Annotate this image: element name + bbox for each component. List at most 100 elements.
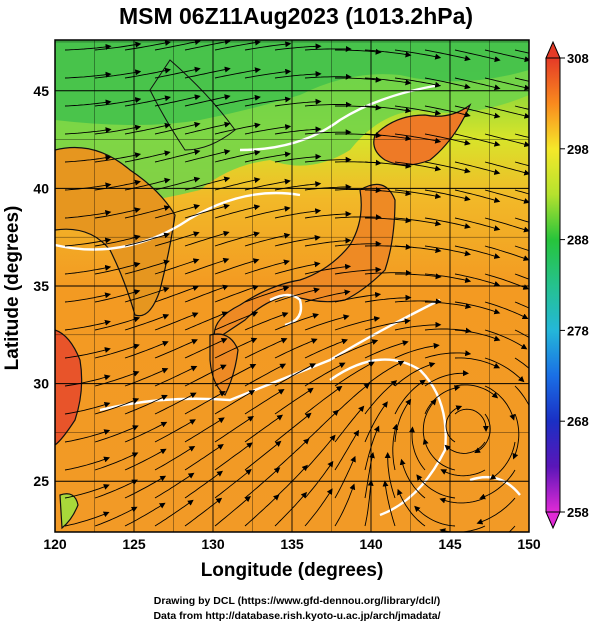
x-tick-label: 130 [201,536,225,552]
streamline [124,286,170,303]
streamline [274,261,321,275]
streamline [274,464,308,499]
streamline [124,40,172,51]
x-tick-label: 140 [359,536,383,552]
streamline [394,161,442,172]
x-axis-ticks: 120 125 130 135 140 145 150 [43,536,541,552]
streamline [304,460,334,499]
streamline [64,456,110,471]
streamline [94,343,140,359]
streamline [124,95,171,107]
streamline [94,398,140,415]
streamline [454,301,501,315]
streamline [214,337,258,359]
streamline [214,67,261,79]
streamline [184,66,231,79]
streamline [424,77,471,90]
streamline [384,452,396,499]
isotherm-contour [99,298,441,412]
streamline [394,379,426,415]
isotherm-contour [269,293,303,327]
streamline [124,205,171,219]
streamline [484,49,529,63]
streamline [94,479,138,499]
streamline [274,363,317,387]
streamline [304,45,352,52]
colorbar-tick-label: 298 [567,142,589,157]
streamline [94,316,141,331]
streamline [214,149,261,163]
streamline [94,234,141,247]
streamline [214,122,261,135]
streamline [489,441,516,480]
streamline [184,94,231,107]
streamline [274,71,322,79]
streamline [454,357,501,369]
streamline [214,284,259,303]
streamline [244,232,291,247]
streamline [94,506,138,527]
streamline [124,448,167,471]
streamline [424,370,469,387]
streamline [244,285,290,303]
streamline [304,434,336,471]
x-axis-label: Longitude (degrees) [201,560,384,581]
streamline [64,43,112,51]
streamline [184,284,229,303]
credit-data: Data from http://database.rish.kyoto-u.a… [153,610,440,622]
streamline [64,319,111,331]
streamline [64,210,112,219]
streamline [124,475,167,499]
streamline [394,189,442,200]
streamline [484,161,529,176]
streamline [274,234,321,247]
streamline [454,273,501,287]
streamline [394,342,440,359]
streamline [392,423,399,471]
streamline [304,338,348,359]
streamline [439,497,486,504]
streamline [444,441,486,454]
streamline [214,415,254,443]
streamline [184,417,225,443]
streamline [484,77,529,91]
streamline [364,161,412,169]
streamline [484,385,516,421]
streamline [364,105,412,114]
streamline [64,264,112,275]
streamline [94,97,142,107]
y-tick-label: 25 [33,473,49,489]
streamline [364,269,412,276]
streamline [274,153,322,163]
streamline [484,329,528,350]
streamline [304,129,352,136]
streamline [214,204,261,219]
streamline [514,133,529,138]
streamline [274,43,322,51]
streamline [365,217,412,224]
streamline [484,189,529,204]
hokkaido-island [373,103,472,166]
streamline [304,314,350,331]
streamline [335,104,382,111]
honshu-island [213,183,396,341]
streamline [124,259,170,275]
streamline [244,494,280,527]
streamline [274,126,322,135]
streamline [334,240,382,247]
streamline [154,94,201,107]
streamline [364,189,412,197]
streamline [334,291,382,303]
x-tick-label: 145 [438,536,462,552]
streamline [304,362,346,387]
streamline [244,440,282,471]
streamline [334,214,382,221]
streamline [274,338,318,359]
plot-area [55,40,529,532]
streamline [395,273,442,280]
streamline [244,467,281,499]
streamline [274,387,314,415]
streamline [334,405,365,443]
streamline [454,49,501,63]
x-tick-label: 135 [280,536,304,552]
